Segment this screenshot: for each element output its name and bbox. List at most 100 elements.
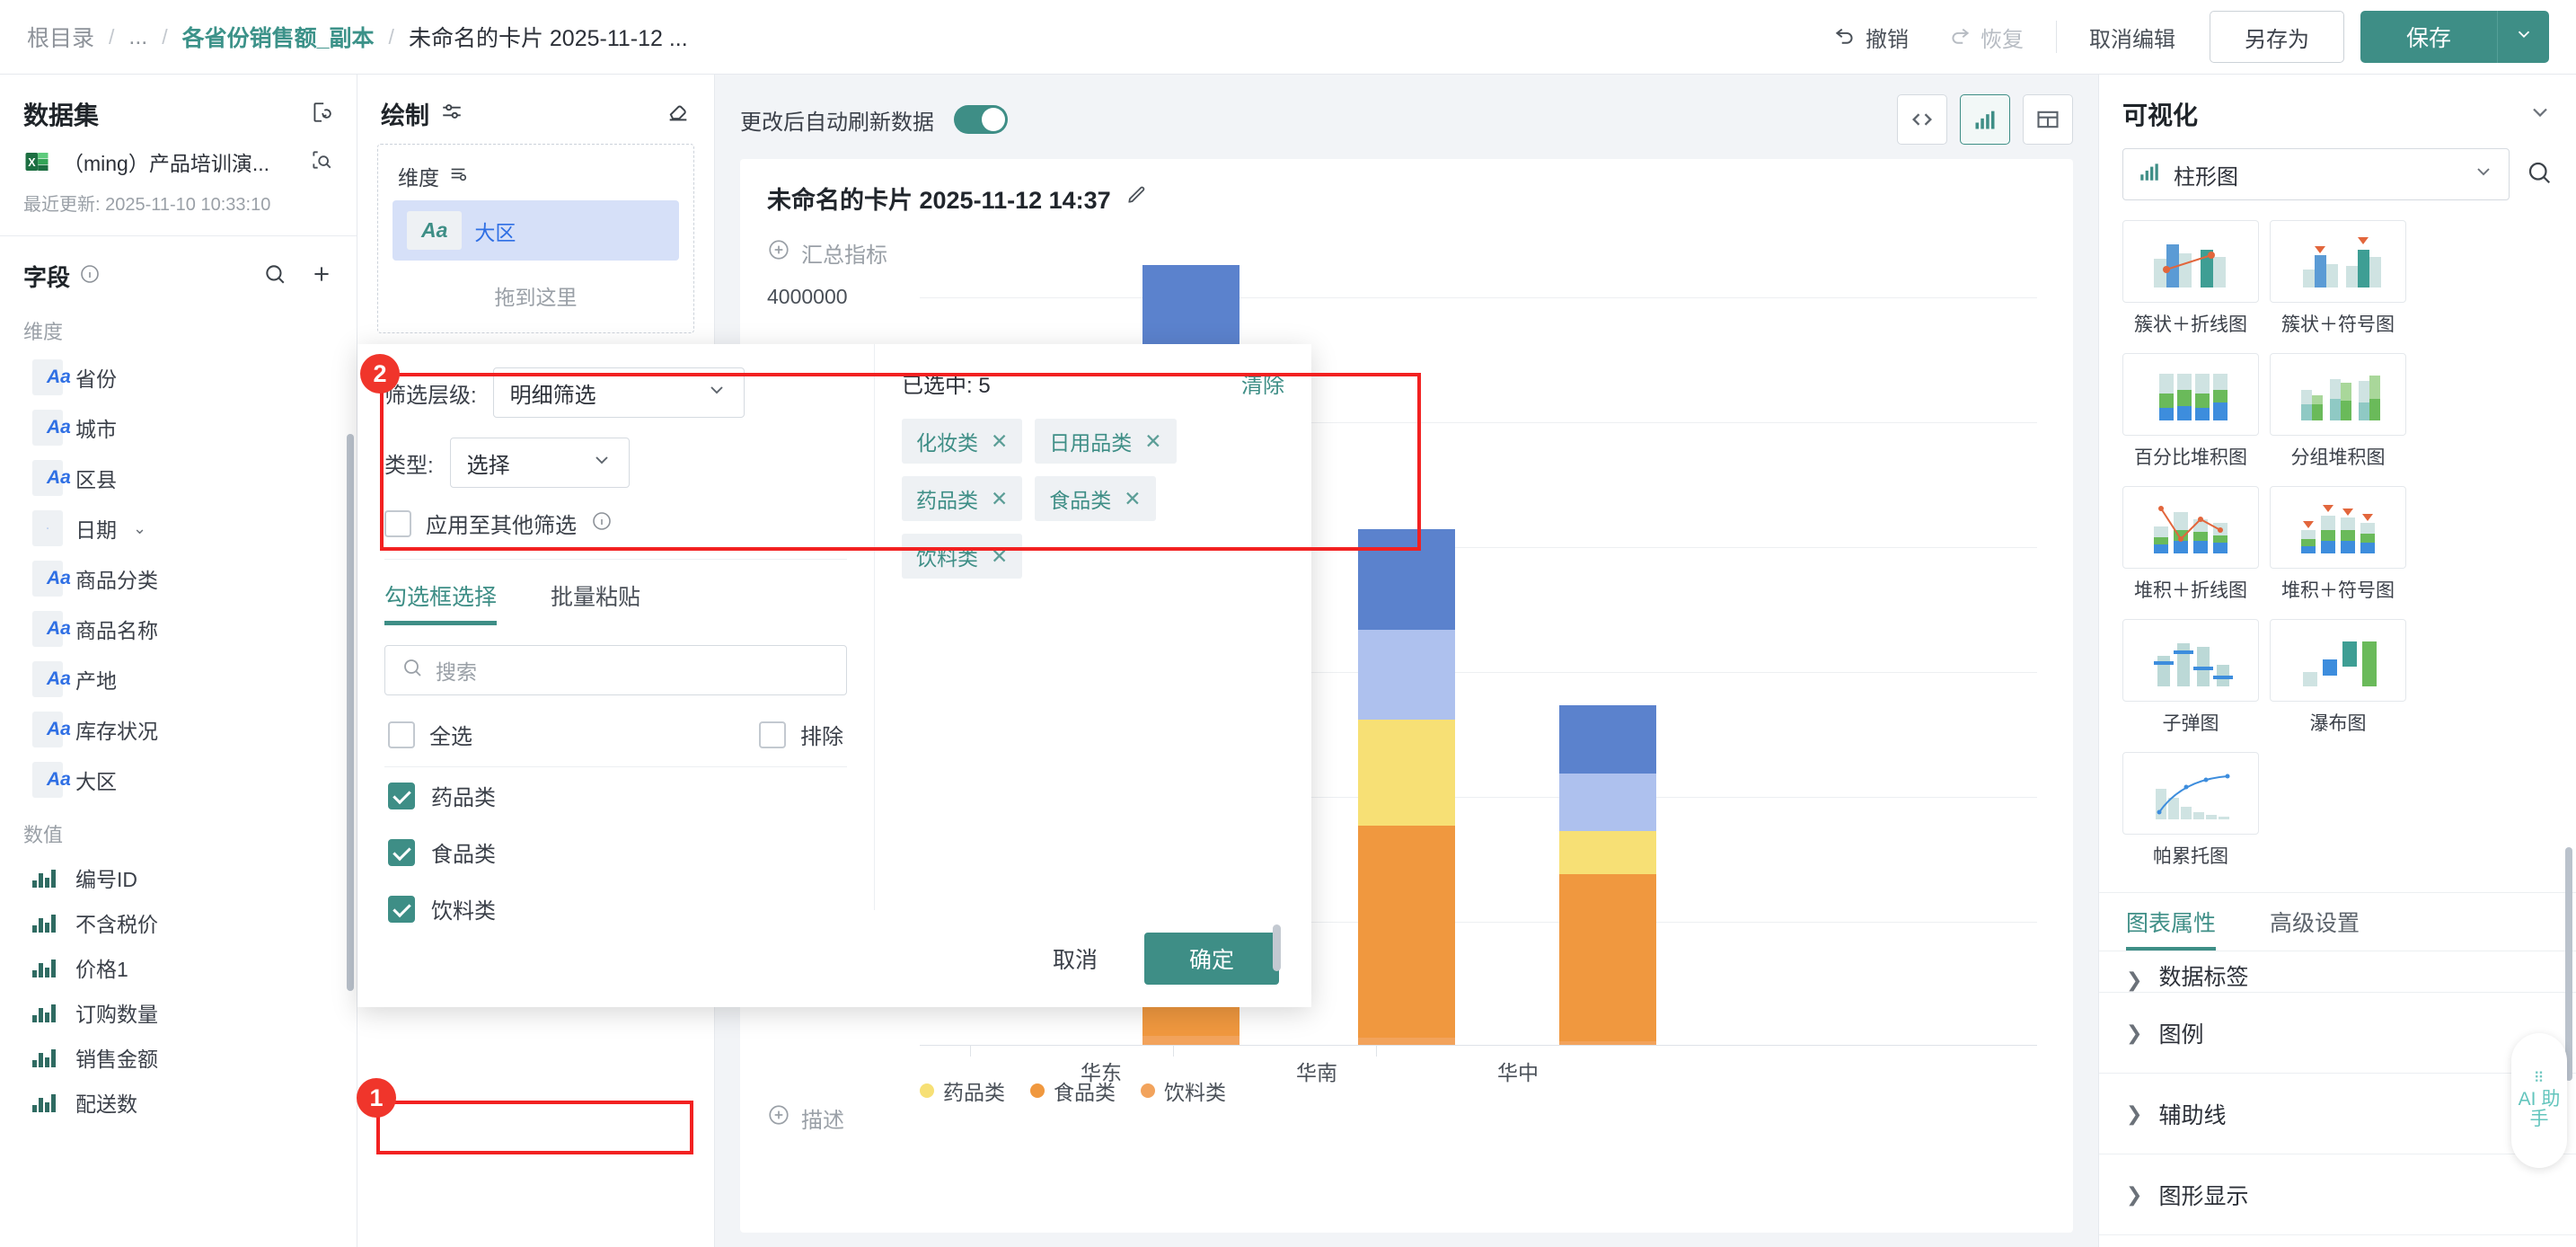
remove-tag-icon[interactable]: ✕: [991, 486, 1009, 510]
fields-scrollbar[interactable]: [347, 434, 354, 991]
tab-checkbox-select[interactable]: 勾选框选择: [384, 579, 498, 625]
exclude-checkbox[interactable]: [759, 721, 786, 748]
properties-scrollbar[interactable]: [2565, 847, 2572, 1081]
cancel-button[interactable]: 取消: [1029, 932, 1121, 986]
field-item[interactable]: Aa 商品分类: [0, 553, 357, 604]
remove-tag-icon[interactable]: ✕: [1124, 486, 1142, 510]
chart-type-option[interactable]: 分组堆积图: [2264, 353, 2412, 486]
filter-type-select[interactable]: 选择: [449, 438, 630, 488]
field-item[interactable]: 配送数: [0, 1080, 357, 1125]
filter-level-select[interactable]: 明细筛选: [492, 367, 745, 418]
tab-chart-properties[interactable]: 图表属性: [2126, 906, 2217, 951]
save-dropdown-button[interactable]: [2497, 11, 2549, 63]
remove-tag-icon[interactable]: ✕: [1144, 429, 1162, 453]
selected-tag[interactable]: 食品类 ✕: [1035, 476, 1156, 521]
field-item[interactable]: Aa 区县: [0, 453, 357, 503]
bar-stack-huanan[interactable]: [1358, 529, 1455, 1045]
remove-tag-icon[interactable]: ✕: [991, 429, 1009, 453]
filter-option-row[interactable]: 食品类: [384, 824, 847, 880]
property-row-tooltip[interactable]: ❯ 工具提示: [2099, 1235, 2576, 1247]
selected-tag[interactable]: 化妆类 ✕: [902, 419, 1023, 464]
search-chart-types-icon[interactable]: [2526, 159, 2553, 190]
filter-option-row[interactable]: 饮料类: [384, 880, 847, 937]
option-checkbox[interactable]: [388, 782, 415, 809]
bar-segment-shipin[interactable]: [1559, 774, 1656, 831]
info-icon[interactable]: [79, 263, 101, 289]
search-fields-icon[interactable]: [263, 262, 287, 290]
list-settings-icon[interactable]: [448, 164, 468, 189]
field-item[interactable]: Aa 省份: [0, 352, 357, 402]
view-code-button[interactable]: [1897, 94, 1947, 145]
undo-button[interactable]: 撤销: [1813, 14, 1928, 59]
property-row-legend[interactable]: ❯ 图例: [2099, 993, 2576, 1074]
add-field-icon[interactable]: [310, 262, 333, 290]
remove-tag-icon[interactable]: ✕: [991, 544, 1009, 568]
option-checkbox[interactable]: [388, 895, 415, 923]
breadcrumb-root[interactable]: 根目录: [27, 26, 95, 51]
bar-segment-yaopin[interactable]: [1559, 831, 1656, 874]
eraser-icon[interactable]: [666, 99, 691, 128]
view-table-button[interactable]: [2023, 94, 2073, 145]
field-item[interactable]: Aa 产地: [0, 654, 357, 704]
add-metric-row[interactable]: 汇总指标: [767, 237, 2046, 269]
property-row-data-labels[interactable]: ❯ 数据标签: [2099, 951, 2576, 993]
chart-type-option[interactable]: 堆积＋符号图: [2264, 486, 2412, 619]
chart-type-option[interactable]: 簇状＋折线图: [2117, 220, 2264, 353]
field-item[interactable]: 销售金额: [0, 1035, 357, 1080]
selected-tag[interactable]: 日用品类 ✕: [1035, 419, 1177, 464]
save-button[interactable]: 保存: [2360, 11, 2497, 63]
info-icon[interactable]: [591, 510, 613, 536]
chart-type-option[interactable]: 帕累托图: [2117, 752, 2264, 885]
cancel-edit-button[interactable]: 取消编辑: [2069, 14, 2195, 59]
field-item[interactable]: 编号ID: [0, 855, 357, 900]
filter-search-input[interactable]: 搜索: [384, 645, 847, 695]
settings-sliders-icon[interactable]: [440, 100, 463, 128]
selected-tag[interactable]: 药品类 ✕: [902, 476, 1023, 521]
dimension-dropzone[interactable]: 维度 Aa 大区 拖到这里: [377, 144, 694, 333]
chart-type-option[interactable]: 堆积＋折线图: [2117, 486, 2264, 619]
property-row-reference-line[interactable]: ❯ 辅助线: [2099, 1074, 2576, 1154]
bar-segment-huazhuang[interactable]: [1559, 1041, 1656, 1045]
legend-item[interactable]: 食品类: [1030, 1075, 1116, 1106]
field-item[interactable]: 订购数量: [0, 990, 357, 1035]
bar-segment-huazhuang[interactable]: [1358, 1038, 1455, 1045]
chevron-down-icon[interactable]: ⌄: [133, 518, 147, 537]
auto-refresh-toggle[interactable]: [954, 105, 1008, 134]
filter-option-row[interactable]: 药品类: [384, 767, 847, 824]
collapse-icon[interactable]: [2527, 100, 2553, 129]
field-item[interactable]: 日期 ⌄: [0, 503, 357, 553]
view-chart-button[interactable]: [1960, 94, 2010, 145]
bar-segment-yaopin[interactable]: [1358, 720, 1455, 826]
save-as-button[interactable]: 另存为: [2210, 11, 2344, 63]
field-item[interactable]: Aa 城市: [0, 402, 357, 453]
chart-type-option[interactable]: 百分比堆积图: [2117, 353, 2264, 486]
apply-to-other-filters-checkbox[interactable]: [384, 509, 411, 537]
refresh-dataset-icon[interactable]: [310, 101, 333, 128]
bar-segment-yinliao[interactable]: [1358, 529, 1455, 630]
bar-segment-riyong[interactable]: [1559, 874, 1656, 1041]
edit-title-icon[interactable]: [1125, 183, 1149, 213]
legend-item[interactable]: 饮料类: [1141, 1075, 1226, 1106]
field-item[interactable]: Aa 大区: [0, 755, 357, 805]
field-item[interactable]: Aa 库存状况: [0, 704, 357, 755]
field-item[interactable]: 不含税价: [0, 900, 357, 945]
redo-button[interactable]: 恢复: [1928, 14, 2043, 59]
add-description-row[interactable]: 描述: [767, 1102, 844, 1134]
chart-type-select[interactable]: 柱形图: [2122, 148, 2510, 200]
chart-type-option[interactable]: 子弹图: [2117, 619, 2264, 752]
dimension-chip-daqu[interactable]: Aa 大区: [393, 200, 679, 261]
option-checkbox[interactable]: [388, 838, 415, 866]
legend-item[interactable]: 药品类: [920, 1075, 1005, 1106]
breadcrumb-parent[interactable]: 各省份销售额_副本: [181, 26, 375, 51]
dataset-row[interactable]: X （ming）产品培训演...: [0, 137, 357, 186]
field-item[interactable]: 价格1: [0, 945, 357, 990]
clear-selection-button[interactable]: 清除: [1241, 374, 1284, 398]
bar-segment-riyong[interactable]: [1358, 826, 1455, 1038]
property-row-graphic-display[interactable]: ❯ 图形显示: [2099, 1154, 2576, 1235]
bar-segment-huazhuang[interactable]: [1142, 1036, 1239, 1045]
confirm-button[interactable]: 确定: [1144, 933, 1279, 985]
drag-handle-icon[interactable]: ⠿: [2533, 1070, 2545, 1086]
field-item[interactable]: Aa 商品名称: [0, 604, 357, 654]
chart-type-option[interactable]: 簇状＋符号图: [2264, 220, 2412, 353]
ai-assistant-button[interactable]: ⠿ AI 助 手: [2511, 1033, 2567, 1168]
